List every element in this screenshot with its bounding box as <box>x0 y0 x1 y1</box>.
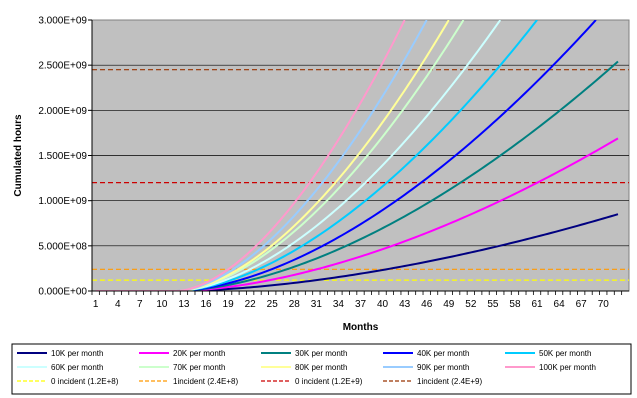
grid-layer <box>92 64 629 247</box>
x-tick-label: 28 <box>289 299 301 310</box>
legend-label: 100K per month <box>539 363 596 372</box>
x-tick-label: 34 <box>333 299 345 310</box>
series-line <box>95 20 428 291</box>
series-line <box>95 20 406 291</box>
x-tick-label: 64 <box>554 299 566 310</box>
x-tick-label: 22 <box>245 299 257 310</box>
x-tick-label: 49 <box>443 299 455 310</box>
legend-label: 50K per month <box>539 349 591 358</box>
x-tick-label: 19 <box>223 299 235 310</box>
legend-label: 40K per month <box>417 349 469 358</box>
x-tick-label: 10 <box>156 299 168 310</box>
reference-lines <box>92 69 629 281</box>
x-tick-label: 58 <box>509 299 521 310</box>
x-tick-label: 1 <box>93 299 99 310</box>
axes: 0.000E+00 5.000E+08 1.000E+09 1.500E+09 2.00… <box>38 16 629 310</box>
x-tick-label: 46 <box>421 299 433 310</box>
series-line <box>95 20 597 291</box>
series-layer <box>95 20 619 291</box>
x-tick-label: 7 <box>137 299 143 310</box>
x-tick-label: 37 <box>355 299 367 310</box>
legend-items: 10K per month 20K per month 30K per month 4… <box>17 349 596 386</box>
legend-label: 80K per month <box>295 363 347 372</box>
x-tick-label: 67 <box>576 299 588 310</box>
legend-label: 0 incident (1.2E+8) <box>51 377 119 386</box>
legend-label: 70K per month <box>173 363 225 372</box>
x-tick-label: 25 <box>267 299 279 310</box>
legend-label: 10K per month <box>51 349 103 358</box>
y-tick-label: 5.000E+08 <box>38 241 87 252</box>
y-tick-label: 2.500E+09 <box>38 61 87 72</box>
legend-label: 90K per month <box>417 363 469 372</box>
series-line <box>95 20 502 291</box>
x-tick-label: 13 <box>178 299 190 310</box>
legend-label: 1incident (2.4E+8) <box>173 377 238 386</box>
legend-label: 60K per month <box>51 363 103 372</box>
legend-label: 0 incident (1.2E+9) <box>295 377 363 386</box>
x-axis-title: Months <box>343 322 379 333</box>
series-line <box>95 20 450 291</box>
x-tick-label: 40 <box>377 299 389 310</box>
x-tick-label: 16 <box>200 299 212 310</box>
x-tick-label: 52 <box>465 299 477 310</box>
legend-label: 20K per month <box>173 349 225 358</box>
x-tick-label: 70 <box>598 299 610 310</box>
x-tick-label: 55 <box>487 299 499 310</box>
x-tick-label: 43 <box>399 299 411 310</box>
y-tick-label: 2.000E+09 <box>38 106 87 117</box>
y-tick-label: 0.000E+00 <box>38 287 87 298</box>
x-tick-label: 31 <box>311 299 323 310</box>
x-tick-label: 4 <box>115 299 121 310</box>
y-tick-label: 1.000E+09 <box>38 196 87 207</box>
legend-label: 30K per month <box>295 349 347 358</box>
series-line <box>95 60 619 291</box>
y-tick-label: 1.500E+09 <box>38 151 87 162</box>
series-line <box>95 20 538 291</box>
series-line <box>95 137 619 291</box>
y-tick-label: 3.000E+09 <box>38 16 87 27</box>
series-line <box>95 213 619 291</box>
legend-label: 1incident (2.4E+9) <box>417 377 482 386</box>
y-axis-title: Cumulated hours <box>13 114 24 197</box>
x-tick-label: 61 <box>531 299 543 310</box>
legend: 10K per month 20K per month 30K per month 4… <box>11 343 632 395</box>
